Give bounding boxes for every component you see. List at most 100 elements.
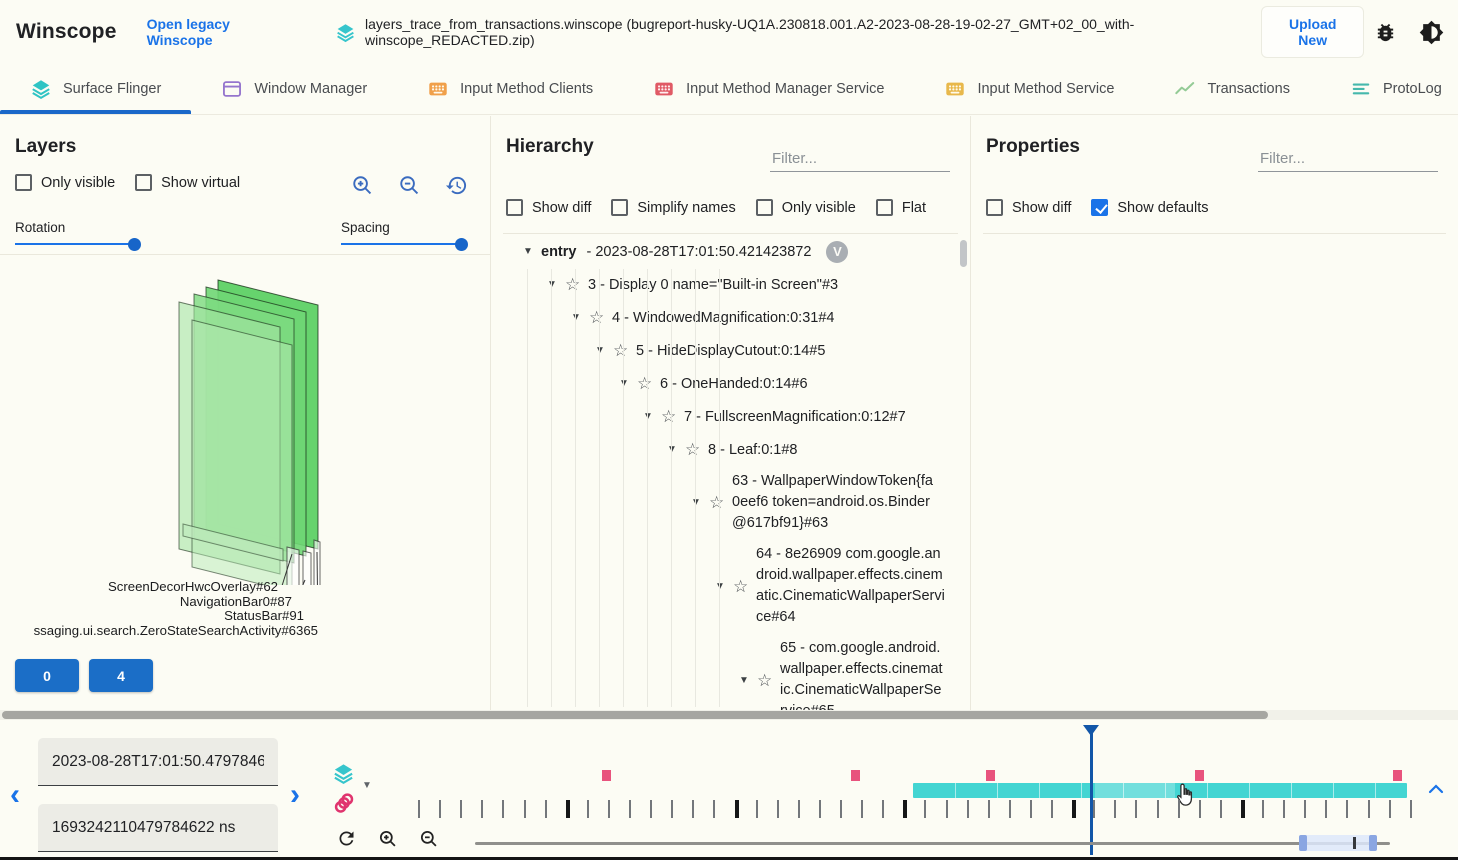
hierarchy-filter-input[interactable] bbox=[770, 146, 950, 172]
transaction-tick[interactable] bbox=[460, 800, 463, 818]
layer-id-button[interactable]: 0 bbox=[15, 659, 79, 692]
tree-node[interactable]: ▼ ☆ 64 - 8e26909 com.google.android.wall… bbox=[491, 539, 970, 633]
checkbox[interactable]: Show diff bbox=[506, 199, 591, 216]
pin-star-icon[interactable]: ☆ bbox=[565, 275, 581, 294]
transaction-tick[interactable] bbox=[1283, 800, 1286, 818]
transaction-tick[interactable] bbox=[818, 800, 821, 818]
transaction-tick[interactable] bbox=[439, 800, 442, 818]
pin-star-icon[interactable]: ☆ bbox=[709, 493, 725, 512]
transaction-tick[interactable] bbox=[987, 800, 990, 818]
collapse-caret-icon[interactable]: ▼ bbox=[667, 444, 677, 455]
collapse-caret-icon[interactable]: ▼ bbox=[571, 312, 581, 323]
transaction-tick[interactable] bbox=[1346, 800, 1349, 818]
collapse-caret-icon[interactable]: ▼ bbox=[595, 345, 605, 356]
trace-dropdown-caret-icon[interactable]: ▼ bbox=[362, 780, 372, 791]
transition-marker[interactable] bbox=[1393, 770, 1402, 781]
pin-star-icon[interactable]: ☆ bbox=[589, 308, 605, 327]
bug-report-icon[interactable] bbox=[1374, 21, 1397, 44]
transaction-tick[interactable] bbox=[966, 800, 969, 818]
checkbox-box[interactable] bbox=[611, 199, 629, 216]
transaction-tick[interactable] bbox=[692, 800, 695, 818]
tree-node[interactable]: ▼ ☆ 3 - Display 0 name="Built-in Screen"… bbox=[491, 268, 970, 301]
layers-3d-view[interactable] bbox=[0, 254, 490, 632]
transition-marker[interactable] bbox=[851, 770, 860, 781]
tree-node[interactable]: ▼ ☆ 7 - FullscreenMagnification:0:12#7 bbox=[491, 400, 970, 433]
transaction-tick[interactable] bbox=[713, 800, 716, 818]
transaction-tick[interactable] bbox=[1325, 800, 1328, 818]
transaction-tick[interactable] bbox=[1135, 800, 1138, 818]
transaction-tick[interactable] bbox=[650, 800, 653, 818]
tree-node[interactable]: ▼ ☆ 4 - WindowedMagnification:0:31#4 bbox=[491, 301, 970, 334]
pin-star-icon[interactable]: ☆ bbox=[733, 576, 749, 596]
tree-node[interactable]: ▼ ☆ entry - 2023-08-28T17:01:50.42142387… bbox=[491, 235, 970, 268]
pin-star-icon[interactable]: ☆ bbox=[757, 670, 773, 690]
collapse-caret-icon[interactable]: ▼ bbox=[715, 580, 725, 592]
transaction-tick[interactable] bbox=[1114, 800, 1117, 818]
transaction-tick[interactable] bbox=[1156, 800, 1159, 818]
upload-new-button[interactable]: Upload New bbox=[1261, 6, 1364, 58]
transaction-tick[interactable] bbox=[502, 800, 505, 818]
collapse-caret-icon[interactable]: ▼ bbox=[643, 411, 653, 422]
pin-star-icon[interactable]: ☆ bbox=[637, 374, 653, 393]
timeline-zoom-in-icon[interactable] bbox=[378, 829, 398, 854]
tab-window-manager[interactable]: Window Manager bbox=[191, 64, 397, 114]
transition-marker[interactable] bbox=[602, 770, 611, 781]
transaction-tick[interactable] bbox=[629, 800, 631, 818]
prev-entry-icon[interactable]: ‹ bbox=[10, 778, 20, 811]
checkbox-box[interactable] bbox=[135, 174, 153, 191]
collapse-caret-icon[interactable]: ▼ bbox=[691, 497, 701, 508]
timeline-zoom-out-icon[interactable] bbox=[419, 829, 439, 854]
transaction-tick[interactable] bbox=[840, 800, 842, 818]
transaction-tick[interactable] bbox=[945, 800, 948, 818]
reset-zoom-icon[interactable] bbox=[336, 828, 357, 854]
checkbox[interactable]: Only visible bbox=[15, 174, 115, 191]
tab-surface-flinger[interactable]: Surface Flinger bbox=[0, 64, 192, 114]
surface-flinger-band[interactable] bbox=[913, 783, 1407, 798]
layer-id-button[interactable]: 4 bbox=[89, 659, 153, 692]
zoom-out-icon[interactable] bbox=[398, 174, 421, 202]
checkbox-box[interactable] bbox=[875, 199, 893, 216]
checkbox[interactable]: Show defaults bbox=[1091, 199, 1208, 216]
tree-node[interactable]: ▼ ☆ 5 - HideDisplayCutout:0:14#5 bbox=[491, 334, 970, 367]
transaction-tick[interactable] bbox=[755, 800, 758, 818]
transaction-tick[interactable] bbox=[481, 800, 484, 818]
tab-input-method-manager-service[interactable]: Input Method Manager Service bbox=[623, 64, 914, 114]
transaction-tick[interactable] bbox=[903, 800, 908, 818]
transaction-tick[interactable] bbox=[1219, 800, 1222, 818]
checkbox[interactable]: Flat bbox=[875, 199, 926, 216]
range-selection[interactable] bbox=[1303, 835, 1373, 851]
tree-node[interactable]: ▼ ☆ 65 - com.google.android.wallpaper.ef… bbox=[491, 633, 970, 711]
transaction-tick[interactable] bbox=[1262, 800, 1264, 818]
horizontal-scrollbar-track[interactable] bbox=[0, 710, 1458, 720]
reset-view-icon[interactable] bbox=[445, 174, 468, 202]
range-handle-right[interactable] bbox=[1369, 835, 1377, 851]
transaction-tick[interactable] bbox=[1240, 800, 1245, 818]
tab-input-method-service[interactable]: Input Method Service bbox=[914, 64, 1144, 114]
checkbox[interactable]: Only visible bbox=[755, 199, 856, 216]
collapse-caret-icon[interactable]: ▼ bbox=[739, 674, 749, 686]
range-slider-track[interactable] bbox=[475, 842, 1390, 845]
checkbox-box[interactable] bbox=[15, 174, 32, 191]
pin-star-icon[interactable]: ☆ bbox=[685, 440, 701, 459]
range-handle-left[interactable] bbox=[1299, 835, 1307, 851]
checkbox[interactable]: Simplify names bbox=[611, 199, 736, 216]
checkbox-box[interactable] bbox=[506, 199, 523, 216]
transaction-tick[interactable] bbox=[797, 800, 800, 818]
transaction-tick[interactable] bbox=[544, 800, 547, 818]
transactions-trace-icon[interactable] bbox=[332, 792, 357, 815]
transaction-tick[interactable] bbox=[1072, 800, 1077, 818]
transaction-tick[interactable] bbox=[734, 800, 739, 818]
dark-mode-toggle-icon[interactable] bbox=[1419, 20, 1444, 45]
transaction-tick[interactable] bbox=[1198, 800, 1201, 818]
tab-protolog[interactable]: ProtoLog bbox=[1320, 64, 1458, 114]
pin-star-icon[interactable]: ☆ bbox=[661, 407, 677, 426]
rotation-track[interactable] bbox=[15, 237, 141, 251]
timestamp-ns-field[interactable] bbox=[38, 804, 278, 852]
properties-filter-input[interactable] bbox=[1258, 146, 1438, 172]
transaction-tick[interactable] bbox=[882, 800, 885, 818]
transaction-tick[interactable] bbox=[607, 800, 610, 818]
timeline-cursor-line[interactable] bbox=[1090, 725, 1093, 855]
checkbox-box[interactable] bbox=[1091, 199, 1109, 216]
checkbox-box[interactable] bbox=[986, 199, 1003, 216]
timeline-cursor-handle[interactable] bbox=[1083, 725, 1099, 736]
